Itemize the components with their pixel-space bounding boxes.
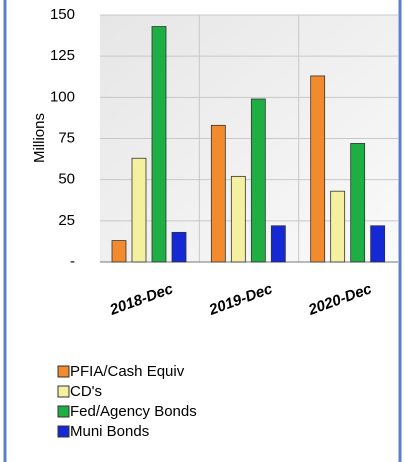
legend-swatch [57,425,70,438]
bar [330,190,346,263]
legend-label: CD's [70,383,102,400]
bar [151,26,167,263]
y-tick-label: 100 [50,88,75,105]
bar [270,225,286,263]
legend-label: PFIA/Cash Equiv [70,363,185,380]
x-tick-label: 2020-Dec [305,280,374,319]
legend-swatch [57,405,70,418]
legend-swatch [57,365,70,378]
bar [250,98,266,263]
y-tick-label: 75 [58,129,75,146]
bar [230,175,246,263]
y-tick-label: 125 [50,47,75,64]
x-tick-label: 2018-Dec [107,280,176,319]
y-tick-label: 25 [58,212,75,229]
bar [210,124,226,263]
bar [370,225,386,263]
legend-swatch [57,385,70,398]
bar [111,240,127,263]
bar [350,143,366,263]
y-tick-label: - [70,253,75,270]
y-tick-label: 150 [50,6,75,23]
bar [131,157,147,263]
bar [310,75,326,263]
y-axis-label: Millions [31,113,48,163]
x-tick-label: 2019-Dec [206,280,275,319]
y-tick-label: 50 [58,171,75,188]
legend-label: Muni Bonds [70,423,149,440]
bar [171,231,187,263]
legend-label: Fed/Agency Bonds [70,403,197,420]
